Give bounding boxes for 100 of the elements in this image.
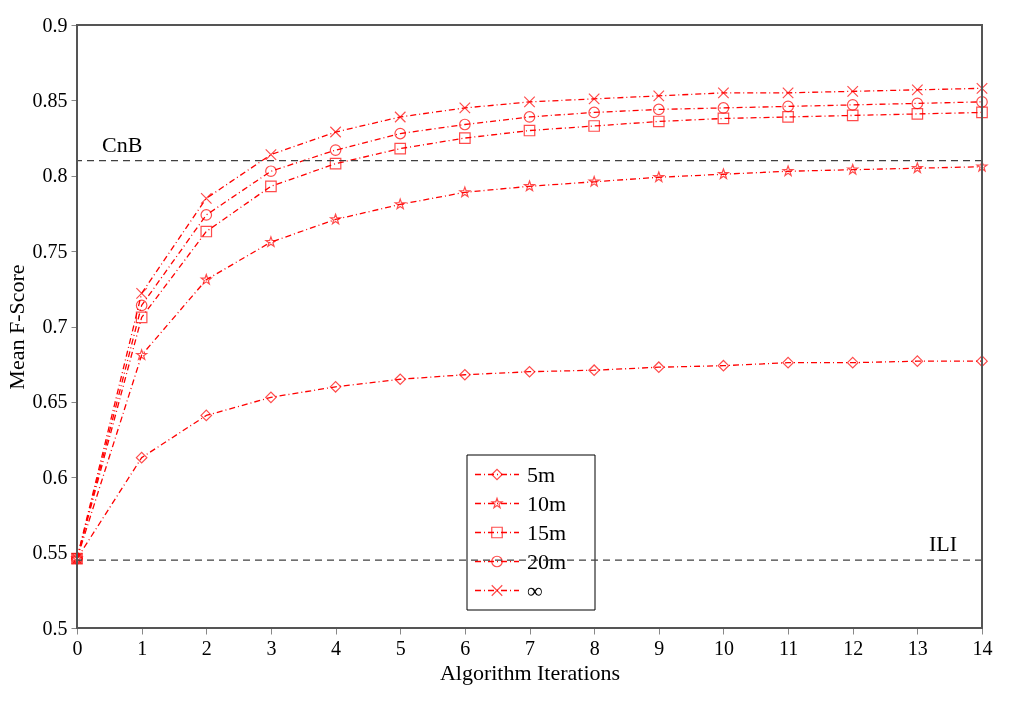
point [976, 82, 988, 95]
point [588, 175, 600, 187]
point [200, 192, 213, 205]
point [459, 186, 471, 198]
x-tick-label: 8 [589, 636, 600, 659]
point [135, 299, 148, 312]
point [782, 356, 794, 369]
point [394, 127, 407, 140]
x-tick-label: 2 [201, 636, 212, 659]
point [394, 142, 407, 155]
x-tick-label: 13 [907, 636, 928, 659]
y-tick-label: 0.85 [32, 88, 68, 111]
legend-label: 5m [527, 461, 556, 487]
point [976, 355, 988, 368]
point [523, 124, 536, 137]
point [265, 391, 277, 404]
y-tick-label: 0.5 [42, 616, 68, 639]
point [846, 356, 859, 369]
legend-label: ∞ [527, 577, 543, 603]
point [200, 225, 213, 238]
point [329, 380, 342, 393]
point [135, 451, 148, 464]
point [717, 102, 730, 114]
point [136, 349, 148, 360]
point [652, 361, 665, 374]
ref-line-label: ILI [928, 531, 957, 557]
y-tick-label: 0.8 [42, 164, 68, 187]
point [200, 409, 213, 422]
point [976, 96, 988, 108]
point [523, 180, 536, 192]
point [459, 368, 471, 381]
point [911, 108, 924, 120]
x-tick-label: 6 [460, 636, 471, 659]
y-tick-label: 0.6 [42, 465, 68, 488]
point [394, 373, 407, 386]
y-tick-label: 0.55 [32, 541, 68, 564]
x-axis-title: Algorithm Iterations [439, 659, 621, 685]
x-tick-label: 4 [331, 636, 342, 659]
point [588, 93, 600, 105]
x-tick-label: 1 [137, 636, 148, 659]
point [588, 364, 600, 377]
legend-label: 20m [527, 548, 567, 574]
point [394, 111, 407, 123]
point [329, 126, 342, 138]
point [782, 165, 794, 177]
point [717, 359, 730, 372]
point [911, 97, 924, 110]
point [459, 118, 471, 131]
point [523, 111, 536, 123]
point [329, 213, 342, 225]
point [135, 287, 148, 300]
point [329, 144, 342, 156]
y-tick-label: 0.75 [32, 239, 68, 262]
y-tick-label: 0.7 [42, 315, 68, 337]
point [265, 180, 277, 193]
point [911, 83, 924, 96]
point [588, 106, 600, 119]
point [329, 157, 342, 170]
legend-label: 10m [527, 490, 567, 516]
x-tick-label: 0 [72, 636, 83, 659]
point [265, 148, 277, 161]
point [459, 132, 471, 144]
point [846, 99, 859, 111]
point [782, 111, 794, 123]
point [523, 96, 536, 108]
y-axis-title: Mean F-Score [3, 264, 29, 390]
point [200, 273, 212, 285]
point [911, 355, 924, 368]
point [588, 120, 600, 132]
point [717, 168, 730, 180]
point [652, 103, 665, 116]
x-tick-label: 11 [778, 636, 799, 659]
x-tick-label: 9 [654, 636, 665, 659]
point [911, 162, 923, 174]
point [782, 86, 794, 99]
y-tick-label: 0.9 [42, 13, 68, 36]
ref-line-label: CnB [102, 131, 143, 157]
point [265, 165, 277, 178]
point [782, 100, 794, 113]
point [976, 106, 988, 119]
point [847, 163, 859, 175]
point [846, 109, 859, 122]
x-tick-label: 12 [843, 636, 864, 659]
point [394, 198, 406, 210]
legend-label: 15m [527, 519, 567, 545]
y-tick-label: 0.65 [32, 390, 68, 413]
point [652, 115, 665, 128]
point [265, 236, 277, 247]
x-tick-label: 7 [525, 636, 535, 659]
point [523, 365, 536, 378]
x-tick-label: 5 [395, 636, 406, 659]
point [717, 112, 730, 125]
point [200, 209, 213, 221]
point [653, 171, 665, 183]
point [846, 85, 859, 98]
point [717, 86, 730, 99]
point [652, 90, 665, 102]
point [135, 311, 148, 324]
x-tick-label: 14 [972, 636, 993, 659]
x-tick-label: 3 [266, 636, 277, 659]
